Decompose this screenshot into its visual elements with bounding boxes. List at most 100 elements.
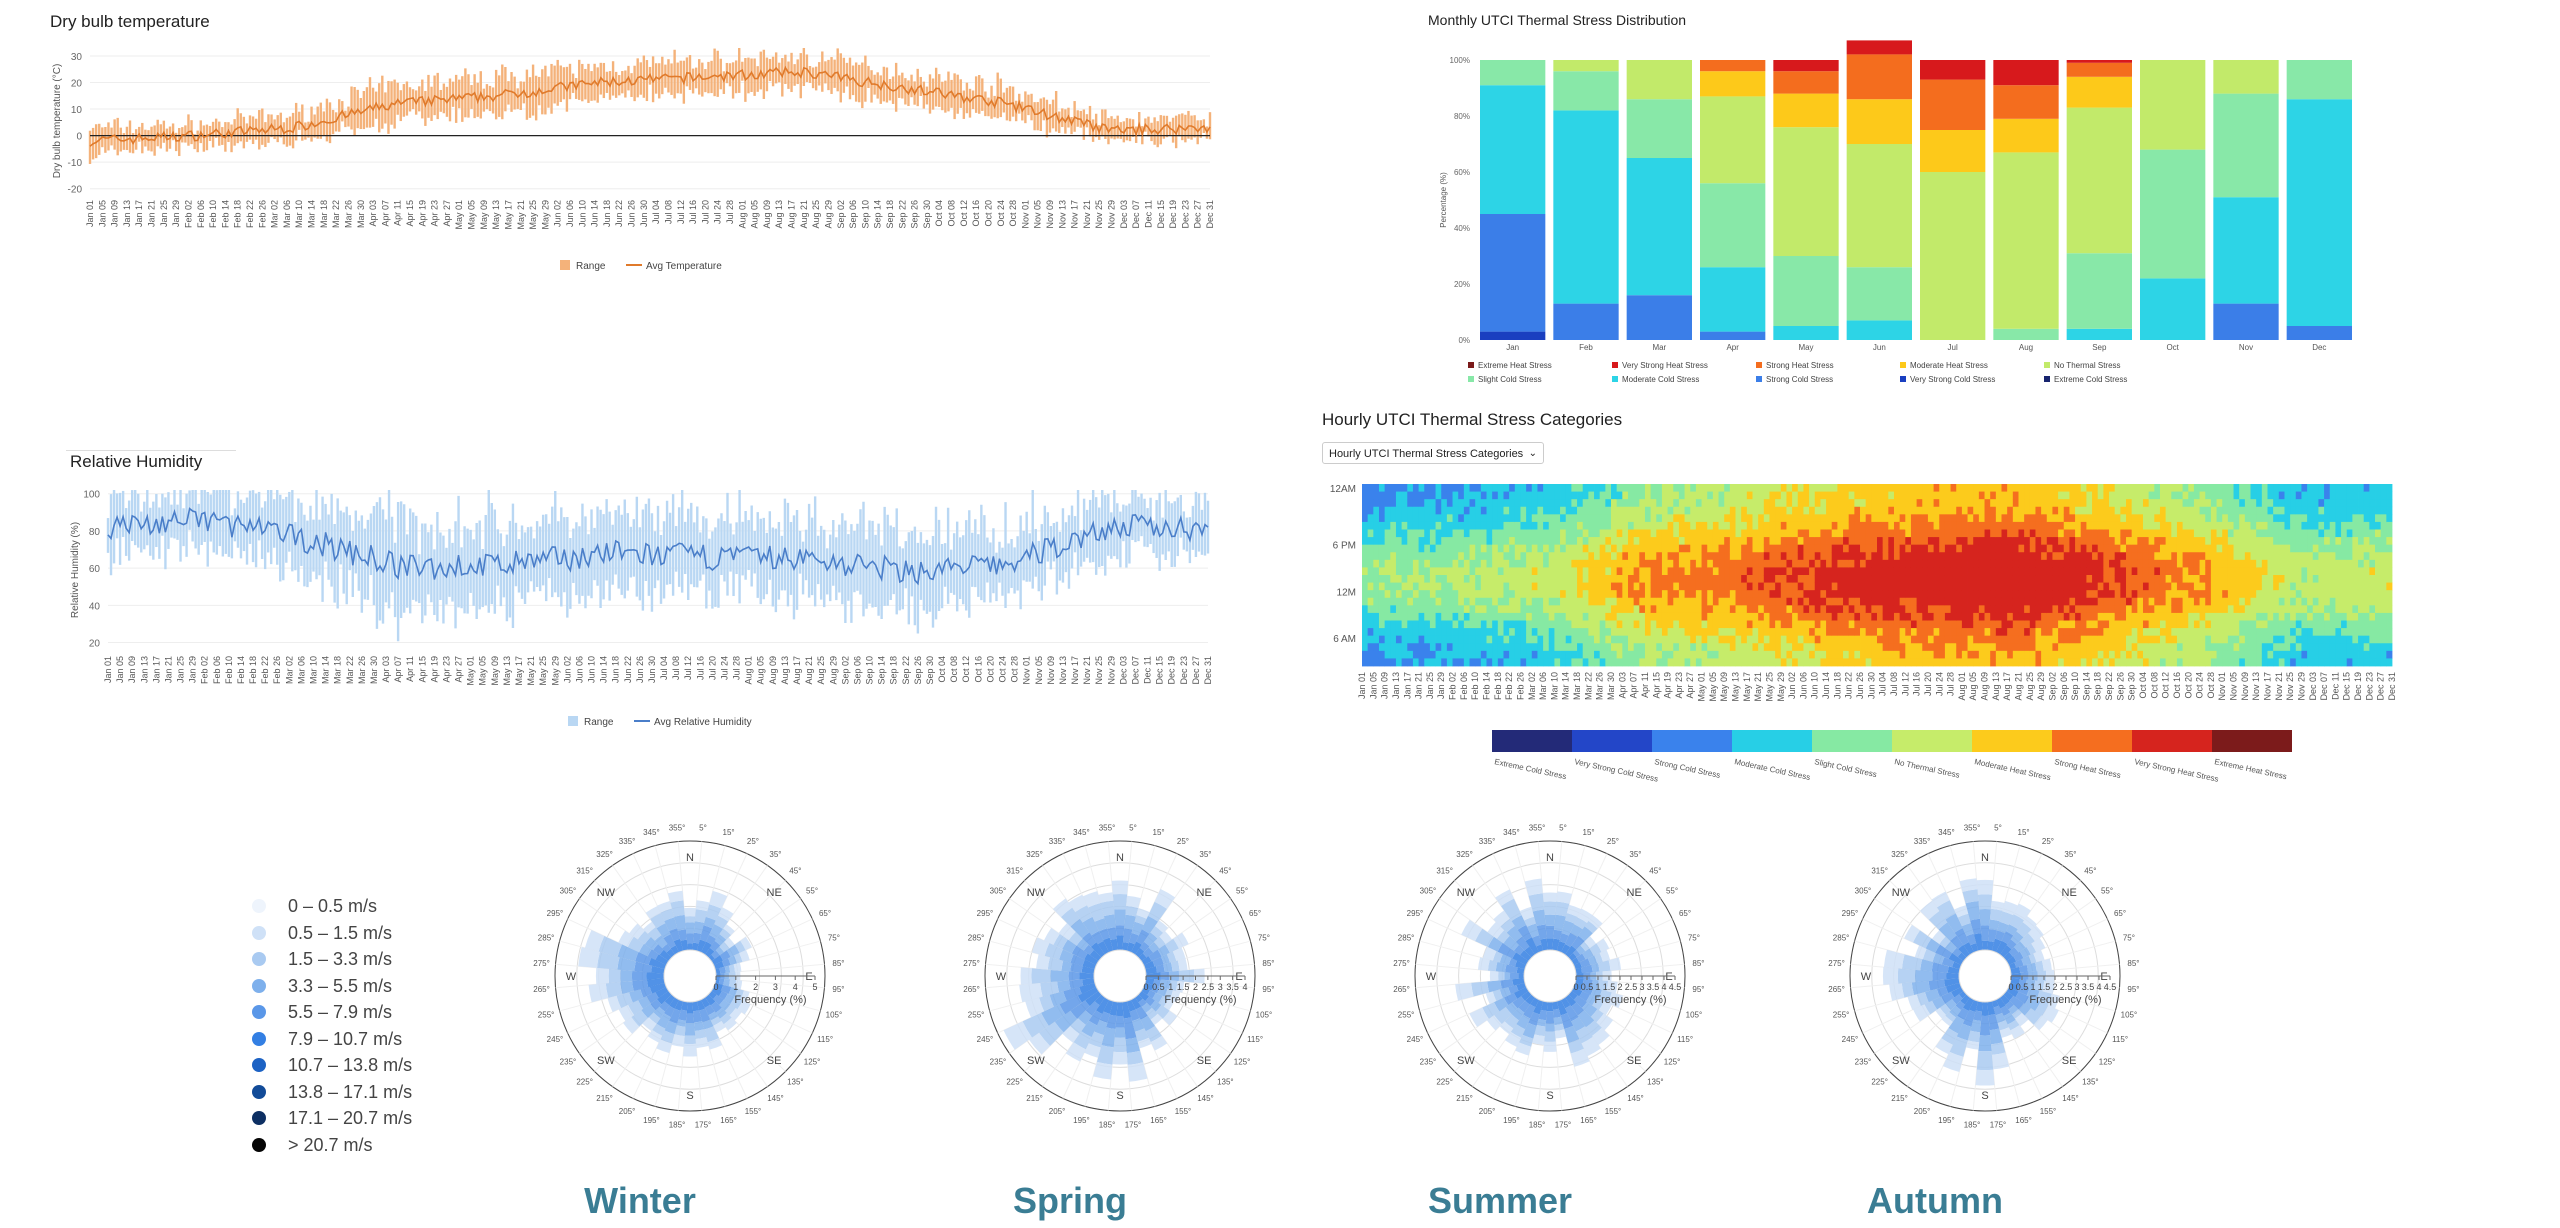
heatmap-cell [2188,537,2194,545]
heatmap-cell [2251,621,2257,629]
heatmap-cell [1679,613,1685,621]
heatmap-cell [2171,590,2177,598]
heatmap-cell [1719,628,1725,636]
heatmap-cell [1724,522,1730,530]
heatmap-cell [1798,492,1804,500]
heatmap-cell [2245,651,2251,659]
heatmap-cell [2239,537,2245,545]
heatmap-cell [2211,567,2217,575]
heatmap-cell [2149,598,2155,606]
heatmap-cell [2239,583,2245,591]
heatmap-cell [2251,658,2257,666]
heatmap-cell [2143,605,2149,613]
heatmap-cell [1832,590,1838,598]
hourly-utci-dropdown[interactable]: Hourly UTCI Thermal Stress Categories ⌄ [1322,442,1544,464]
heatmap-cell [1441,598,1447,606]
heatmap-cell [2217,484,2223,492]
heatmap-cell [2200,484,2206,492]
heatmap-cell [1498,567,1504,575]
heatmap-cell [1826,499,1832,507]
y-tick-label: 100% [1450,56,1470,65]
heatmap-cell [1888,590,1894,598]
heatmap-cell [1419,651,1425,659]
heatmap-cell [1509,537,1515,545]
heatmap-cell [1600,484,1606,492]
heatmap-cell [2098,545,2104,553]
heatmap-cell [1651,643,1657,651]
heatmap-cell [1503,522,1509,530]
heatmap-cell [2035,522,2041,530]
heatmap-cell [1798,507,1804,515]
heatmap-cell [1566,621,1572,629]
heatmap-cell [1679,575,1685,583]
heatmap-cell [1854,522,1860,530]
heatmap-cell [1934,492,1940,500]
heatmap-cell [1747,552,1753,560]
heatmap-cell [2069,522,2075,530]
stacked-bar-segment [1993,85,2058,119]
heatmap-cell [2064,575,2070,583]
heatmap-cell [2075,583,2081,591]
heatmap-cell [1379,636,1385,644]
heatmap-cell [2228,507,2234,515]
heatmap-cell [2064,567,2070,575]
heatmap-cell [1758,552,1764,560]
heatmap-cell [1390,583,1396,591]
heatmap-cell [1594,545,1600,553]
heatmap-cell [1651,598,1657,606]
heatmap-cell [1685,636,1691,644]
heatmap-cell [1436,537,1442,545]
heatmap-cell [1922,560,1928,568]
heatmap-cell [2092,499,2098,507]
heatmap-cell [1537,636,1543,644]
x-tick-label: Jun 02 [562,656,572,683]
heatmap-cell [2002,621,2008,629]
heatmap-cell [1379,499,1385,507]
heatmap-cell [2239,590,2245,598]
heatmap-cell [1928,636,1934,644]
heatmap-cell [1373,552,1379,560]
heatmap-cell [2194,613,2200,621]
heatmap-cell [2120,643,2126,651]
heatmap-cell [1883,628,1889,636]
heatmap-cell [2154,567,2160,575]
heatmap-cell [1441,537,1447,545]
heatmap-cell [1696,583,1702,591]
heatmap-cell [1956,530,1962,538]
heatmap-cell [2098,522,2104,530]
heatmap-cell [1566,583,1572,591]
heatmap-cell [1826,530,1832,538]
heatmap-cell [2183,590,2189,598]
heatmap-cell [1871,514,1877,522]
heatmap-cell [2120,613,2126,621]
heatmap-cell [2018,537,2024,545]
heatmap-cell [1883,636,1889,644]
heatmap-cell [2217,514,2223,522]
heatmap-cell [2081,590,2087,598]
heatmap-cell [1962,492,1968,500]
heatmap-cell [2137,643,2143,651]
heatmap-cell [1815,643,1821,651]
heatmap-cell [2166,492,2172,500]
heatmap-cell [1815,598,1821,606]
heatmap-cell [1390,605,1396,613]
heatmap-cell [1481,499,1487,507]
heatmap-cell [2098,613,2104,621]
heatmap-cell [2058,651,2064,659]
heatmap-cell [2081,560,2087,568]
heatmap-cell [1928,590,1934,598]
heatmap-cell [1537,628,1543,636]
heatmap-cell [1860,605,1866,613]
heatmap-cell [1492,621,1498,629]
heatmap-cell [2115,492,2121,500]
heatmap-cell [1849,658,1855,666]
x-tick-label: Jul 04 [659,656,669,680]
heatmap-cell [1922,613,1928,621]
heatmap-cell [2018,567,2024,575]
heatmap-cell [1419,567,1425,575]
heatmap-cell [1668,522,1674,530]
heatmap-cell [1492,530,1498,538]
heatmap-cell [1775,514,1781,522]
heatmap-cell [1679,537,1685,545]
stacked-bar-segment [1847,320,1912,340]
